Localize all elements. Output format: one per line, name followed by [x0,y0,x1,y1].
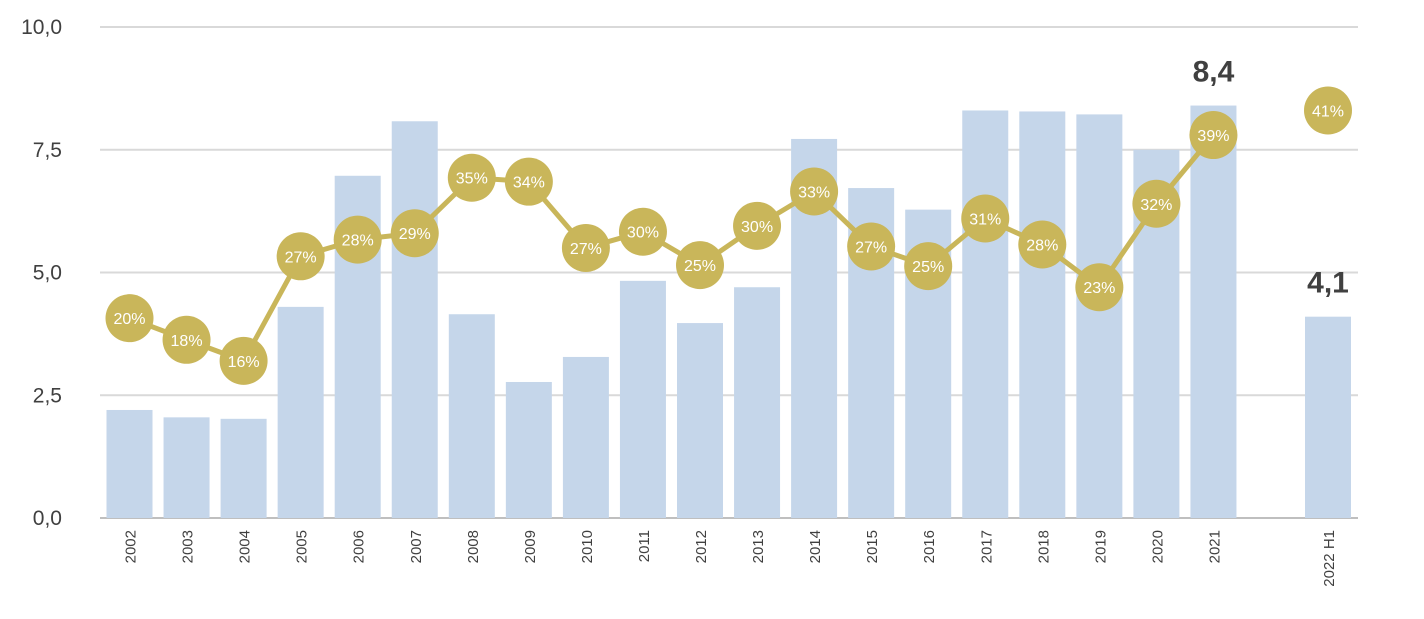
x-axis-ticks: 2002 2003 2004 2005 2006 2007 2008 2009 2010 2011… [123,530,1339,587]
point-label: 18% [171,333,203,350]
x-tick-label: 2005 [294,530,311,563]
line-point [162,315,211,364]
x-tick-label: 2003 [180,530,197,563]
line-points: 20% 18% 16% 27% 28% 29% 35% 34% 27% 30% 25% 30% 33% 2… [105,86,1352,385]
x-tick-label: 2012 [693,530,710,563]
point-label: 27% [570,241,602,258]
x-tick-label: 2004 [237,530,254,563]
bar [1305,316,1351,518]
line-point [276,232,325,281]
point-label: 27% [855,239,887,256]
y-tick-label: 2,5 [33,384,62,407]
line-point [733,201,782,250]
x-tick-label: 2006 [351,530,368,563]
line-point [333,215,382,264]
line-point [390,209,439,258]
bar [391,121,438,518]
x-tick-label: 2014 [807,530,824,563]
point-label: 25% [912,259,944,276]
line-point [219,336,268,385]
value-callout: 8,4 [1193,56,1235,89]
x-tick-label: 2007 [408,530,425,563]
point-label: 31% [969,211,1001,228]
x-tick-label: 2022 H1 [1321,530,1338,587]
bar [1190,105,1237,518]
line-point [1075,263,1124,312]
bar [277,306,324,518]
x-tick-label: 2020 [1149,530,1166,563]
x-tick-label: 2002 [123,530,140,563]
x-tick-label: 2011 [636,530,653,562]
point-label: 28% [342,233,374,250]
bar [619,280,666,518]
value-callout: 4,1 [1307,267,1349,300]
line-point [1132,179,1181,228]
y-axis-ticks: 0,0 2,5 5,0 7,5 10,0 [21,16,62,530]
line-point [961,194,1010,243]
x-tick-label: 2015 [864,530,881,563]
bar [163,417,210,518]
y-tick-label: 0,0 [33,507,62,530]
x-tick-label: 2009 [522,530,539,563]
callouts: 8,4 4,1 [1193,56,1349,300]
y-tick-label: 5,0 [33,262,62,285]
line-point [1018,220,1067,269]
x-tick-label: 2021 [1206,530,1223,563]
line-point [1189,111,1238,160]
bar [448,314,495,518]
bar [734,287,781,518]
x-tick-label: 2018 [1035,530,1052,563]
bar [562,356,609,518]
line-point [105,294,154,343]
point-label: 25% [684,258,716,275]
point-label: 16% [228,354,260,371]
point-label: 20% [113,311,145,328]
bar [505,381,552,518]
point-label: 33% [798,184,830,201]
bar [106,409,153,518]
point-label: 39% [1197,128,1229,145]
point-label: 23% [1083,280,1115,297]
bar-series [106,105,1351,519]
line-point [904,242,953,291]
line-point [1304,86,1352,135]
point-label: 32% [1140,197,1172,214]
bar [220,418,267,518]
point-label: 35% [456,171,488,188]
line-point [561,223,610,272]
line-point [790,167,839,216]
x-tick-label: 2008 [465,530,482,563]
x-tick-label: 2013 [750,530,767,563]
line-point [504,157,553,206]
point-label: 28% [1026,238,1058,255]
bar [1019,111,1066,519]
x-tick-label: 2016 [921,530,938,563]
x-tick-label: 2017 [978,530,995,563]
line-point [676,241,724,290]
point-label: 30% [741,219,773,236]
point-label: 27% [285,249,317,266]
point-label: 29% [399,226,431,243]
bar [1076,114,1123,518]
line-point [447,153,496,202]
y-tick-label: 7,5 [33,139,62,162]
bar [962,110,1009,518]
line-point [847,222,896,271]
line-point [618,207,667,256]
x-tick-label: 2019 [1092,530,1109,563]
point-label: 41% [1312,103,1344,120]
x-tick-label: 2010 [579,530,596,563]
point-label: 30% [627,225,659,242]
point-label: 34% [513,175,545,192]
y-tick-label: 10,0 [21,16,62,39]
bar [677,323,723,518]
